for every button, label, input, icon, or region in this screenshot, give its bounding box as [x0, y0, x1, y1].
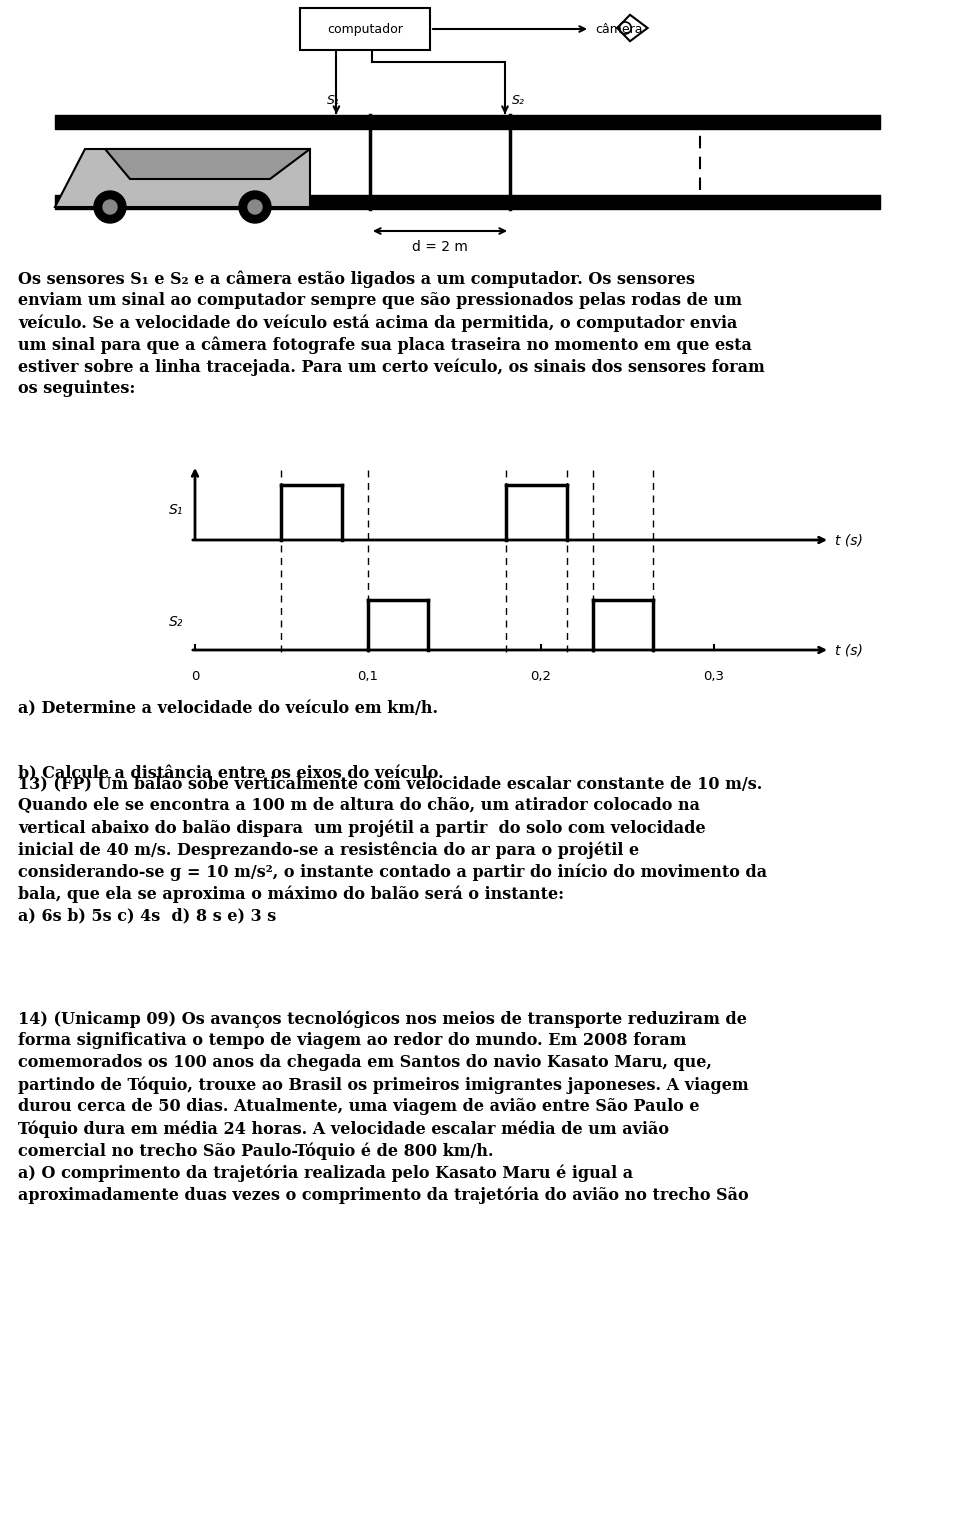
Text: computador: computador: [327, 23, 403, 35]
Text: Tóquio dura em média 24 horas. A velocidade escalar média de um avião: Tóquio dura em média 24 horas. A velocid…: [18, 1119, 669, 1138]
Text: partindo de Tóquio, trouxe ao Brasil os primeiros imigrantes japoneses. A viagem: partindo de Tóquio, trouxe ao Brasil os …: [18, 1077, 749, 1094]
Text: 0,1: 0,1: [357, 670, 378, 682]
Text: 0,2: 0,2: [530, 670, 551, 682]
Text: t (s): t (s): [835, 643, 863, 656]
Circle shape: [94, 190, 126, 222]
Text: durou cerca de 50 dias. Atualmente, uma viagem de avião entre São Paulo e: durou cerca de 50 dias. Atualmente, uma …: [18, 1098, 700, 1115]
Text: S₁: S₁: [327, 93, 340, 107]
Text: S₂: S₂: [512, 93, 524, 107]
Text: Os sensores S₁ e S₂ e a câmera estão ligados a um computador. Os sensores: Os sensores S₁ e S₂ e a câmera estão lig…: [18, 270, 695, 288]
Text: a) 6s b) 5s c) 4s  d) 8 s e) 3 s: a) 6s b) 5s c) 4s d) 8 s e) 3 s: [18, 908, 276, 924]
Text: a) Determine a velocidade do veículo em km/h.: a) Determine a velocidade do veículo em …: [18, 701, 438, 717]
Text: aproximadamente duas vezes o comprimento da trajetória do avião no trecho São: aproximadamente duas vezes o comprimento…: [18, 1186, 749, 1203]
Text: 13) (FP) Um balão sobe verticalmente com velocidade escalar constante de 10 m/s.: 13) (FP) Um balão sobe verticalmente com…: [18, 775, 762, 792]
Text: câmera: câmera: [595, 23, 642, 35]
Text: considerando-se g = 10 m/s², o instante contado a partir do início do movimento : considerando-se g = 10 m/s², o instante …: [18, 864, 767, 880]
Text: 0: 0: [191, 670, 199, 682]
Polygon shape: [105, 149, 310, 180]
Circle shape: [239, 190, 271, 222]
Text: b) Calcule a distância entre os eixos do veículo.: b) Calcule a distância entre os eixos do…: [18, 765, 444, 781]
Text: S₁: S₁: [169, 503, 183, 516]
Polygon shape: [55, 149, 310, 207]
Text: comercial no trecho São Paulo-Tóquio é de 800 km/h.: comercial no trecho São Paulo-Tóquio é d…: [18, 1142, 493, 1159]
Text: bala, que ela se aproxima o máximo do balão será o instante:: bala, que ela se aproxima o máximo do ba…: [18, 885, 564, 903]
Text: 0,3: 0,3: [703, 670, 724, 682]
Bar: [300, 8, 430, 50]
Text: estiver sobre a linha tracejada. Para um certo veículo, os sinais dos sensores f: estiver sobre a linha tracejada. Para um…: [18, 358, 765, 376]
Text: t (s): t (s): [835, 533, 863, 547]
Text: veículo. Se a velocidade do veículo está acima da permitida, o computador envia: veículo. Se a velocidade do veículo está…: [18, 314, 737, 332]
Text: enviam um sinal ao computador sempre que são pressionados pelas rodas de um: enviam um sinal ao computador sempre que…: [18, 292, 742, 309]
Text: comemorados os 100 anos da chegada em Santos do navio Kasato Maru, que,: comemorados os 100 anos da chegada em Sa…: [18, 1054, 712, 1071]
Text: Quando ele se encontra a 100 m de altura do chão, um atirador colocado na: Quando ele se encontra a 100 m de altura…: [18, 797, 700, 813]
Text: inicial de 40 m/s. Desprezando-se a resistência do ar para o projétil e: inicial de 40 m/s. Desprezando-se a resi…: [18, 841, 639, 859]
Text: d = 2 m: d = 2 m: [412, 241, 468, 254]
Text: vertical abaixo do balão dispara  um projétil a partir  do solo com velocidade: vertical abaixo do balão dispara um proj…: [18, 819, 706, 836]
Text: um sinal para que a câmera fotografe sua placa traseira no momento em que esta: um sinal para que a câmera fotografe sua…: [18, 337, 752, 353]
Text: 14) (Unicamp 09) Os avanços tecnológicos nos meios de transporte reduziram de: 14) (Unicamp 09) Os avanços tecnológicos…: [18, 1010, 747, 1028]
Text: S₂: S₂: [169, 615, 183, 629]
Text: os seguintes:: os seguintes:: [18, 381, 135, 398]
Text: a) O comprimento da trajetória realizada pelo Kasato Maru é igual a: a) O comprimento da trajetória realizada…: [18, 1164, 634, 1182]
Circle shape: [248, 200, 262, 215]
Text: forma significativa o tempo de viagem ao redor do mundo. Em 2008 foram: forma significativa o tempo de viagem ao…: [18, 1033, 686, 1049]
Circle shape: [103, 200, 117, 215]
